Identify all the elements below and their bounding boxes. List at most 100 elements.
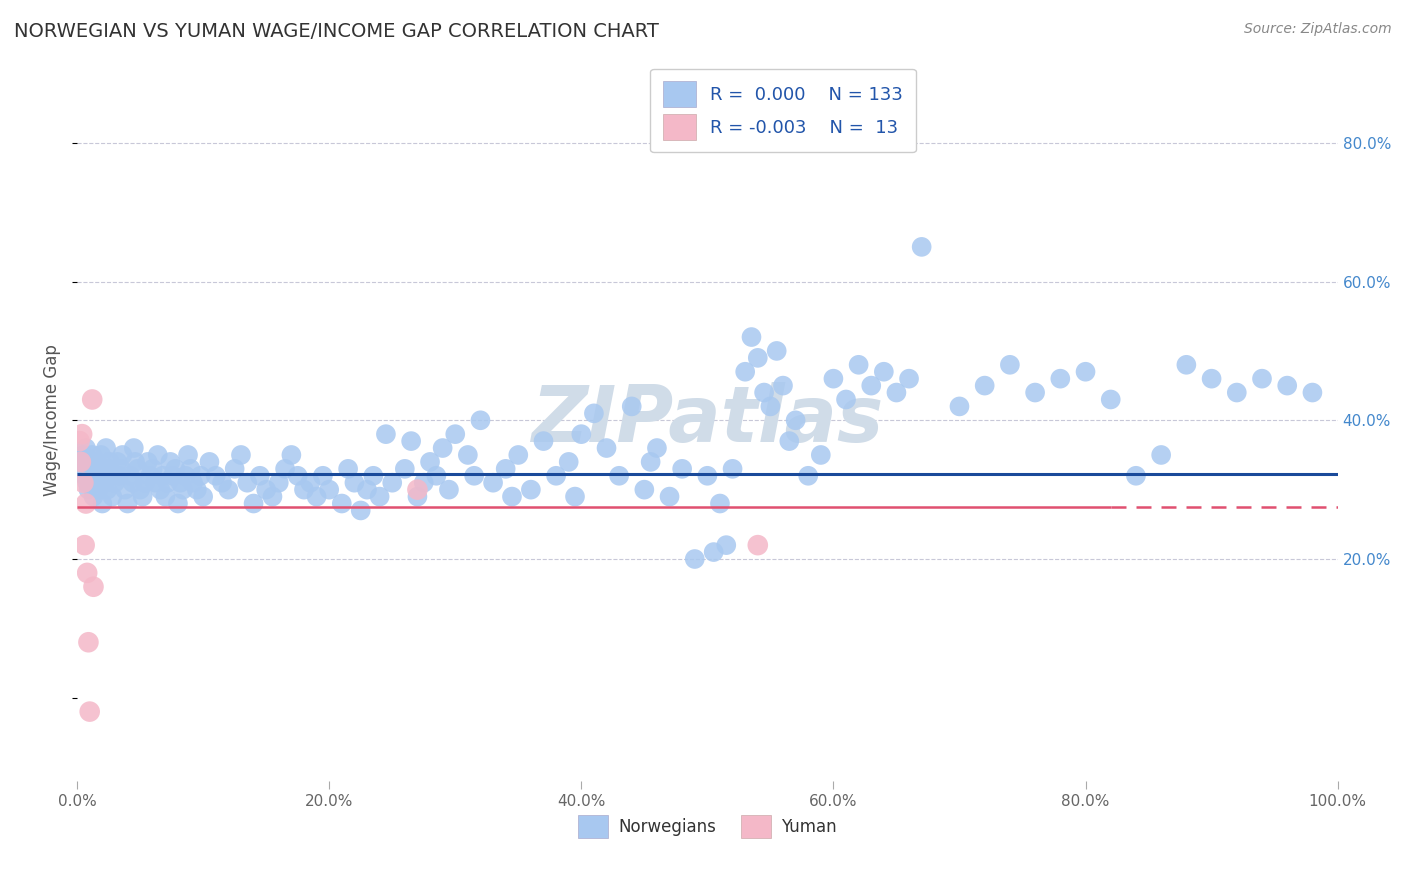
Point	[94, 475, 117, 490]
Point	[860, 378, 883, 392]
Point	[180, 462, 202, 476]
Point	[149, 483, 172, 497]
Point	[419, 455, 441, 469]
Point	[564, 490, 586, 504]
Point	[262, 490, 284, 504]
Point	[224, 462, 246, 476]
Point	[330, 496, 353, 510]
Point	[82, 580, 104, 594]
Point	[457, 448, 479, 462]
Point	[267, 475, 290, 490]
Point	[368, 490, 391, 504]
Point	[152, 468, 174, 483]
Point	[143, 475, 166, 490]
Point	[77, 483, 100, 497]
Point	[1074, 365, 1097, 379]
Point	[217, 483, 239, 497]
Point	[249, 468, 271, 483]
Point	[444, 427, 467, 442]
Point	[640, 455, 662, 469]
Point	[159, 455, 181, 469]
Point	[752, 385, 775, 400]
Point	[169, 475, 191, 490]
Point	[557, 455, 579, 469]
Text: ZIPatlas: ZIPatlas	[531, 383, 883, 458]
Point	[121, 475, 143, 490]
Point	[898, 372, 921, 386]
Point	[129, 483, 152, 497]
Point	[1301, 385, 1323, 400]
Point	[76, 566, 98, 580]
Point	[740, 330, 762, 344]
Point	[716, 538, 738, 552]
Point	[482, 475, 505, 490]
Point	[127, 462, 149, 476]
Point	[107, 455, 129, 469]
Point	[93, 468, 115, 483]
Point	[620, 400, 643, 414]
Point	[139, 468, 162, 483]
Point	[406, 490, 429, 504]
Point	[533, 434, 555, 448]
Point	[1125, 468, 1147, 483]
Point	[94, 441, 117, 455]
Point	[229, 448, 252, 462]
Point	[72, 448, 94, 462]
Point	[363, 468, 385, 483]
Point	[111, 448, 134, 462]
Point	[374, 427, 396, 442]
Point	[495, 462, 517, 476]
Point	[470, 413, 492, 427]
Point	[1024, 385, 1046, 400]
Point	[204, 468, 226, 483]
Point	[582, 406, 605, 420]
Point	[645, 441, 668, 455]
Point	[432, 441, 454, 455]
Point	[671, 462, 693, 476]
Point	[911, 240, 934, 254]
Point	[520, 483, 543, 497]
Point	[399, 434, 422, 448]
Point	[747, 351, 769, 365]
Point	[104, 475, 127, 490]
Point	[90, 448, 112, 462]
Point	[1099, 392, 1122, 407]
Point	[156, 475, 179, 490]
Point	[765, 343, 787, 358]
Point	[77, 635, 100, 649]
Point	[75, 496, 97, 510]
Point	[835, 392, 858, 407]
Point	[79, 455, 101, 469]
Point	[356, 483, 378, 497]
Point	[305, 490, 328, 504]
Point	[107, 468, 129, 483]
Point	[280, 448, 302, 462]
Point	[134, 475, 156, 490]
Point	[810, 448, 832, 462]
Point	[425, 468, 447, 483]
Point	[96, 483, 118, 497]
Point	[79, 705, 101, 719]
Point	[73, 538, 96, 552]
Text: Source: ZipAtlas.com: Source: ZipAtlas.com	[1244, 22, 1392, 37]
Point	[100, 468, 122, 483]
Point	[82, 448, 104, 462]
Point	[1251, 372, 1274, 386]
Point	[73, 468, 96, 483]
Point	[412, 475, 434, 490]
Point	[1150, 448, 1173, 462]
Point	[1277, 378, 1299, 392]
Point	[292, 483, 315, 497]
Point	[734, 365, 756, 379]
Point	[785, 413, 807, 427]
Point	[82, 392, 104, 407]
Point	[683, 552, 706, 566]
Point	[69, 434, 91, 448]
Point	[350, 503, 373, 517]
Point	[146, 448, 169, 462]
Point	[886, 385, 908, 400]
Point	[191, 490, 214, 504]
Point	[83, 468, 105, 483]
Point	[70, 462, 93, 476]
Point	[394, 462, 416, 476]
